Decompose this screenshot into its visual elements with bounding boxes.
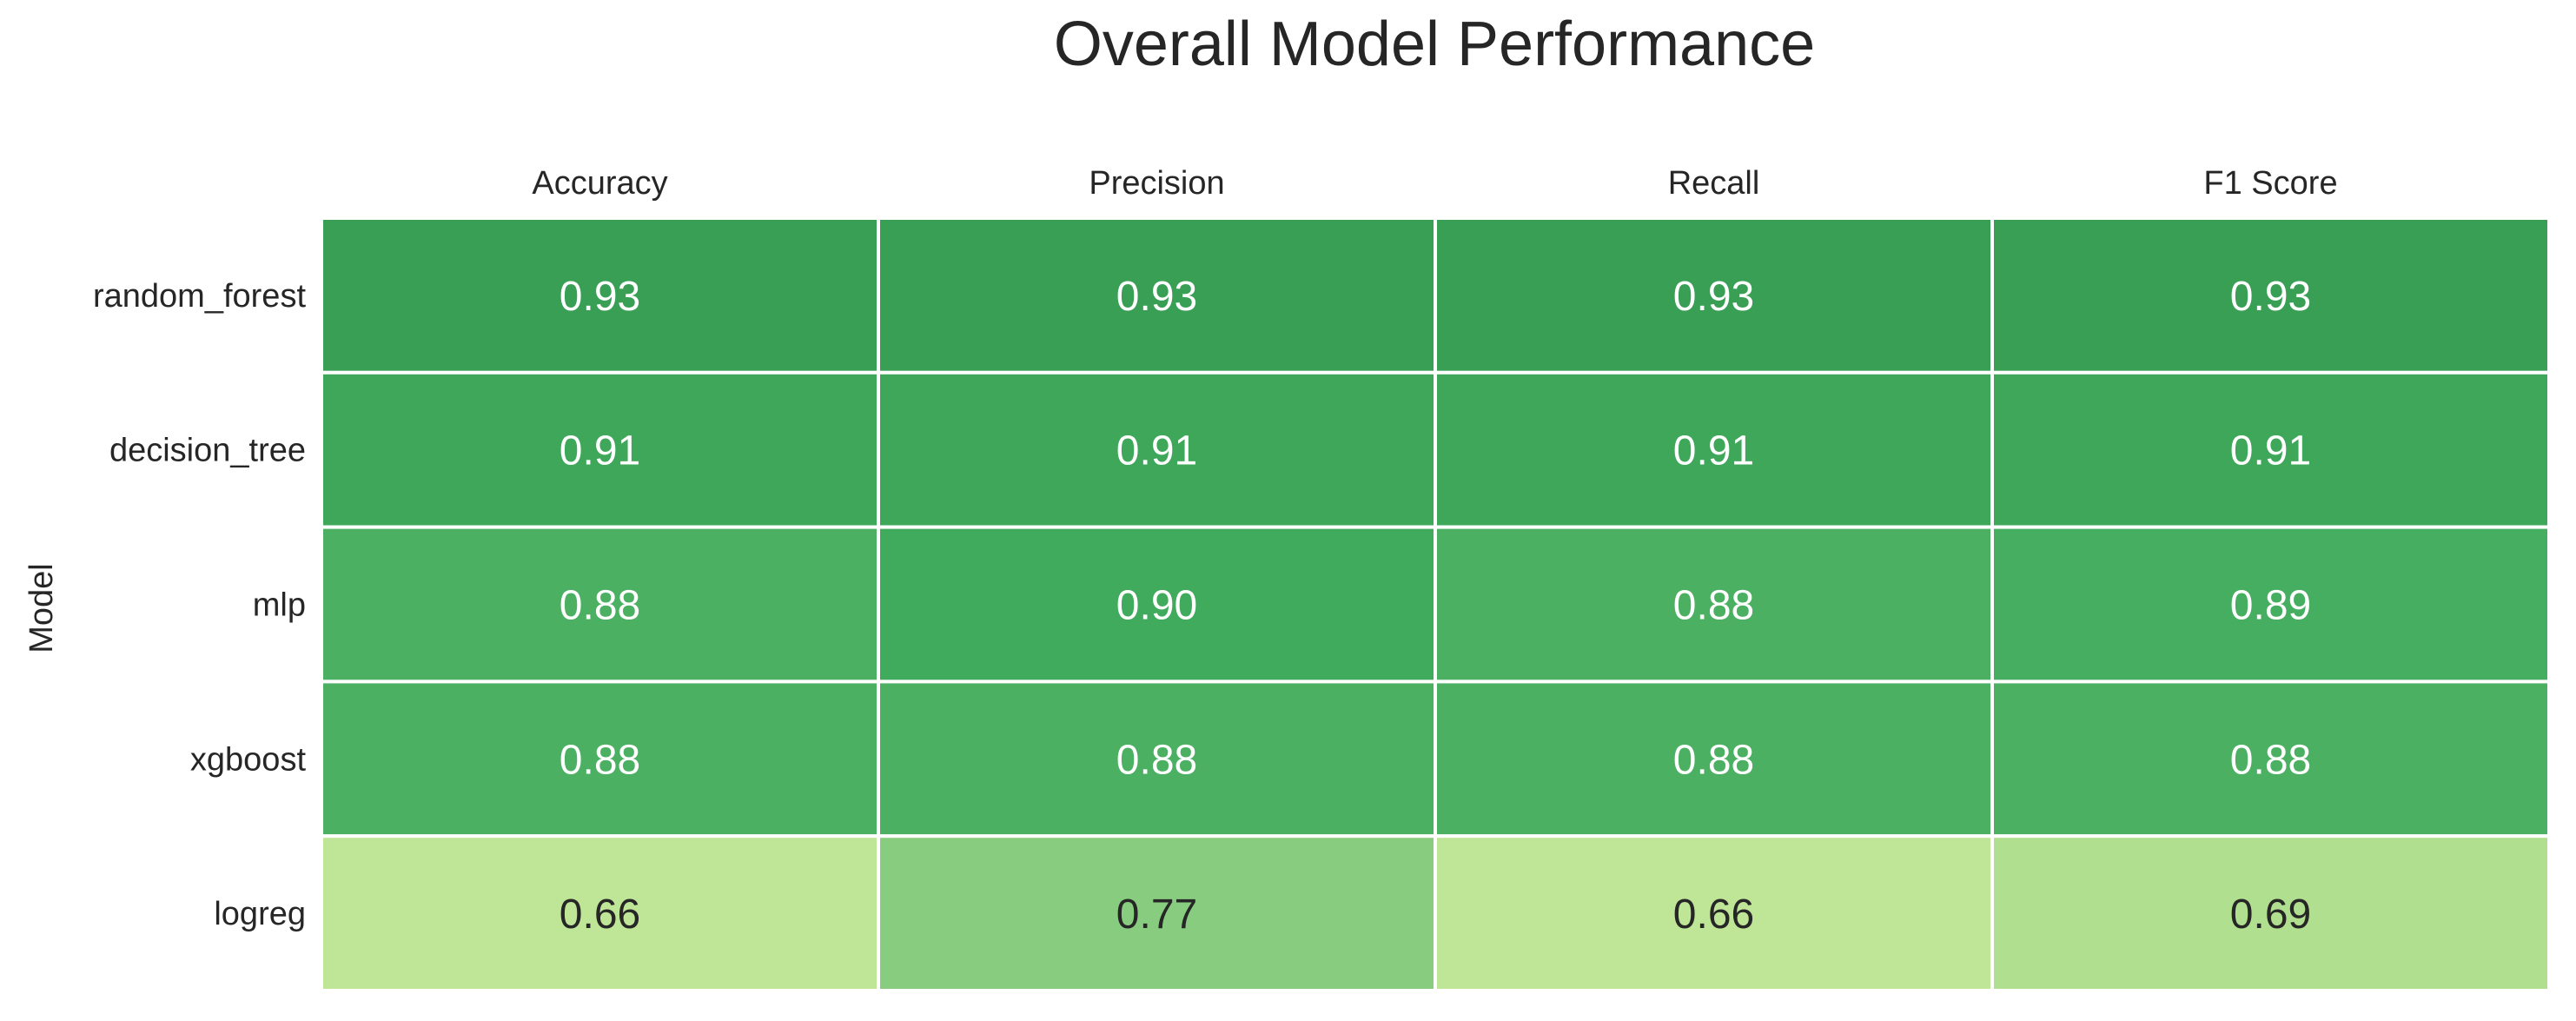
cell-value-label: 0.88 (560, 583, 640, 629)
heatmap-cell (1990, 525, 2551, 684)
y-axis-label: Model (23, 563, 60, 653)
cell-value-label: 0.90 (1116, 583, 1197, 629)
column-label-f1-score: F1 Score (2203, 165, 2337, 202)
heatmap-cell (1434, 834, 1994, 993)
heatmap-cell (877, 525, 1437, 684)
cell-value-label: 0.93 (1116, 274, 1197, 320)
heatmap-cell (877, 216, 1437, 375)
column-label-accuracy: Accuracy (532, 165, 667, 202)
cell-value-label: 0.91 (560, 428, 640, 474)
cell-value-label: 0.88 (560, 737, 640, 783)
cell-value-label: 0.93 (2230, 274, 2311, 320)
row-label-decision-tree: decision_tree (109, 433, 306, 469)
heatmap-cell (320, 834, 880, 993)
heatmap-cell (877, 834, 1437, 993)
cell-value-label: 0.93 (560, 274, 640, 320)
column-labels: Accuracy Precision Recall F1 Score (532, 165, 2337, 202)
row-label-random-forest: random_forest (93, 278, 306, 315)
column-label-recall: Recall (1668, 165, 1760, 202)
heatmap-cell (1990, 216, 2551, 375)
cell-value-label: 0.93 (1673, 274, 1754, 320)
cell-value-label: 0.66 (1673, 892, 1754, 938)
heatmap-cell (1990, 370, 2551, 529)
heatmap-cell (877, 370, 1437, 529)
cell-value-label: 0.89 (2230, 583, 2311, 629)
cell-value-label: 0.88 (1116, 737, 1197, 783)
chart-title: Overall Model Performance (1054, 10, 1815, 79)
cell-value-label: 0.91 (1116, 428, 1197, 474)
heatmap-cell (1434, 216, 1994, 375)
heatmap-cell (877, 680, 1437, 839)
column-label-precision: Precision (1089, 165, 1224, 202)
cell-value-label: 0.91 (1673, 428, 1754, 474)
cell-value-label: 0.69 (2230, 892, 2311, 938)
cell-value-label: 0.91 (2230, 428, 2311, 474)
heatmap-cells: 0.93 0.93 0.93 0.93 0.91 0.91 0.91 0.91 0.88 0.90… (320, 216, 2551, 993)
heatmap-cell (1990, 834, 2551, 993)
row-label-xgboost: xgboost (190, 741, 307, 778)
cell-value-label: 0.66 (560, 892, 640, 938)
cell-value-label: 0.88 (2230, 737, 2311, 783)
cell-value-label: 0.77 (1116, 892, 1197, 938)
heatmap-cell (320, 216, 880, 375)
row-label-logreg: logreg (214, 896, 306, 932)
row-label-mlp: mlp (253, 587, 306, 624)
cell-value-label: 0.88 (1673, 737, 1754, 783)
cell-value-label: 0.88 (1673, 583, 1754, 629)
heatmap-cell (1990, 680, 2551, 839)
